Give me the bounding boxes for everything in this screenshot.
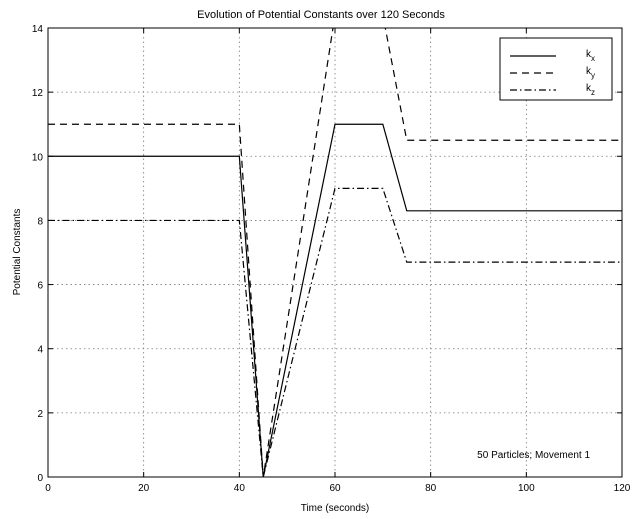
- legend-box: [499, 37, 613, 101]
- y-axis-label: Potential Constants: [12, 209, 23, 296]
- series-line-1: [48, 123, 622, 477]
- x-tick-label: 80: [425, 483, 437, 494]
- x-tick-label: 120: [614, 483, 631, 494]
- y-tick-label: 12: [32, 88, 44, 99]
- y-tick-label: 4: [37, 345, 43, 356]
- x-tick-label: 100: [518, 483, 535, 494]
- legend-label: ky: [586, 66, 595, 80]
- x-tick-label: 0: [45, 483, 51, 494]
- y-tick-label: 14: [32, 24, 44, 35]
- x-axis-label: Time (seconds): [301, 503, 370, 514]
- y-tick-label: 6: [37, 281, 43, 292]
- series-group: [48, 28, 622, 477]
- y-tick-label: 2: [37, 409, 43, 420]
- x-tick-label: 60: [329, 483, 341, 494]
- y-tick-label: 10: [32, 152, 44, 163]
- chart-title: Evolution of Potential Constants over 12…: [197, 9, 445, 21]
- x-tick-label: 20: [138, 483, 150, 494]
- y-tick-label: 8: [37, 216, 43, 227]
- legend-label: kx: [586, 49, 595, 63]
- annotation-label: 50 Particles; Movement 1: [477, 450, 590, 461]
- series-line-3: [48, 187, 622, 477]
- legend-label: kz: [586, 83, 595, 97]
- y-tick-label: 0: [37, 473, 43, 484]
- legend: kx ky kz: [499, 37, 613, 101]
- axis-ticks: 0 20 40 60 80 100 120 0 2 4 6 8 10 12 14: [32, 24, 631, 494]
- x-tick-label: 40: [234, 483, 246, 494]
